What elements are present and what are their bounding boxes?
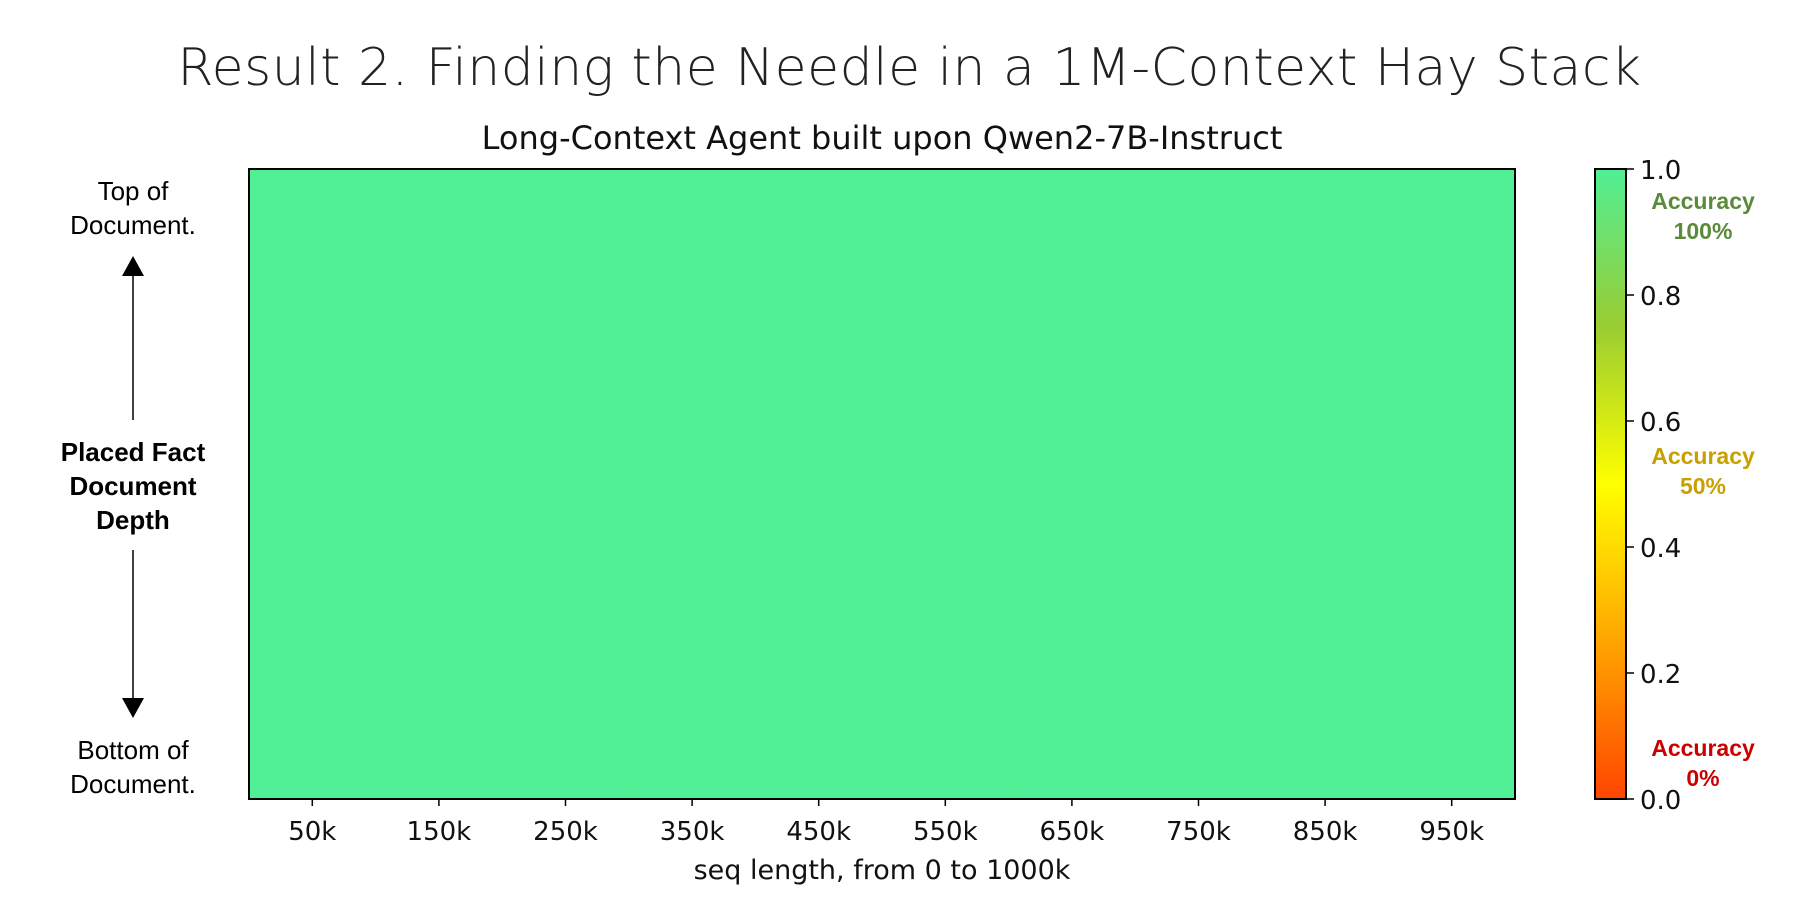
heatmap-cell <box>1261 169 1389 800</box>
x-tick-label: 50k <box>288 817 336 847</box>
up-arrow <box>122 256 144 420</box>
heatmap-cell <box>882 169 1010 800</box>
x-axis-ticks: 50k 150k 250k 350k 450k 550k 650k 750k 850k 950k <box>288 799 1484 847</box>
top-label-line: Top of <box>97 176 169 206</box>
note-line: 100% <box>1673 218 1733 244</box>
accuracy-100-note: Accuracy 100% <box>1643 186 1763 246</box>
colorbar-tick-label: 0.6 <box>1640 408 1681 438</box>
x-tick-label: 850k <box>1293 817 1358 847</box>
bottom-of-document-label: Bottom of Document. <box>33 733 233 801</box>
colorbar <box>1594 168 1627 800</box>
x-tick-label: 450k <box>786 817 851 847</box>
x-tick-label: 550k <box>913 817 978 847</box>
plot-frame <box>248 168 1516 800</box>
note-line: Accuracy <box>1651 188 1755 214</box>
colorbar-tick-label: 0.2 <box>1640 660 1681 690</box>
note-line: Accuracy <box>1651 735 1755 761</box>
heatmap-cell <box>502 169 630 800</box>
colorbar-ticks: 0.0 0.2 0.4 0.6 0.8 1.0 <box>1626 156 1681 816</box>
down-arrow <box>122 550 144 718</box>
heatmap-cell <box>249 169 377 800</box>
x-tick-label: 250k <box>533 817 598 847</box>
heatmap-cell <box>755 169 883 800</box>
bottom-label-line: Bottom of <box>77 735 189 765</box>
heatmap-cell <box>1388 169 1516 800</box>
x-tick-label: 150k <box>407 817 472 847</box>
x-tick-label: 750k <box>1166 817 1231 847</box>
depth-label-line: Placed Fact <box>60 437 206 467</box>
accuracy-0-note: Accuracy 0% <box>1643 733 1763 793</box>
x-axis-label: seq length, from 0 to 1000k <box>694 855 1071 886</box>
note-line: 0% <box>1686 765 1720 791</box>
heatmap-cell <box>1135 169 1263 800</box>
heatmap-cells <box>249 169 1516 800</box>
depth-label-line: Document <box>69 471 197 501</box>
chart-title: Long-Context Agent built upon Qwen2-7B-I… <box>482 119 1283 157</box>
depth-axis-label: Placed Fact Document Depth <box>33 435 233 537</box>
page-headline: Result 2. Finding the Needle in a 1M-Con… <box>177 38 1642 98</box>
colorbar-tick-label: 0.4 <box>1640 534 1681 564</box>
heatmap-cell <box>628 169 756 800</box>
x-tick-label: 350k <box>660 817 725 847</box>
note-line: Accuracy <box>1651 443 1755 469</box>
note-line: 50% <box>1679 473 1727 499</box>
accuracy-50-note: Accuracy 50% <box>1643 441 1763 501</box>
colorbar-tick-label: 0.8 <box>1640 282 1681 312</box>
heatmap-cell <box>375 169 503 800</box>
top-label-line: Document. <box>70 210 196 240</box>
depth-label-line: Depth <box>96 505 170 535</box>
top-of-document-label: Top of Document. <box>33 174 233 242</box>
bottom-label-line: Document. <box>70 769 196 799</box>
heatmap-cell <box>1008 169 1136 800</box>
x-tick-label: 650k <box>1040 817 1105 847</box>
colorbar-tick-label: 0.0 <box>1640 786 1681 816</box>
colorbar-tick-label: 1.0 <box>1640 156 1681 186</box>
x-tick-label: 950k <box>1419 817 1484 847</box>
